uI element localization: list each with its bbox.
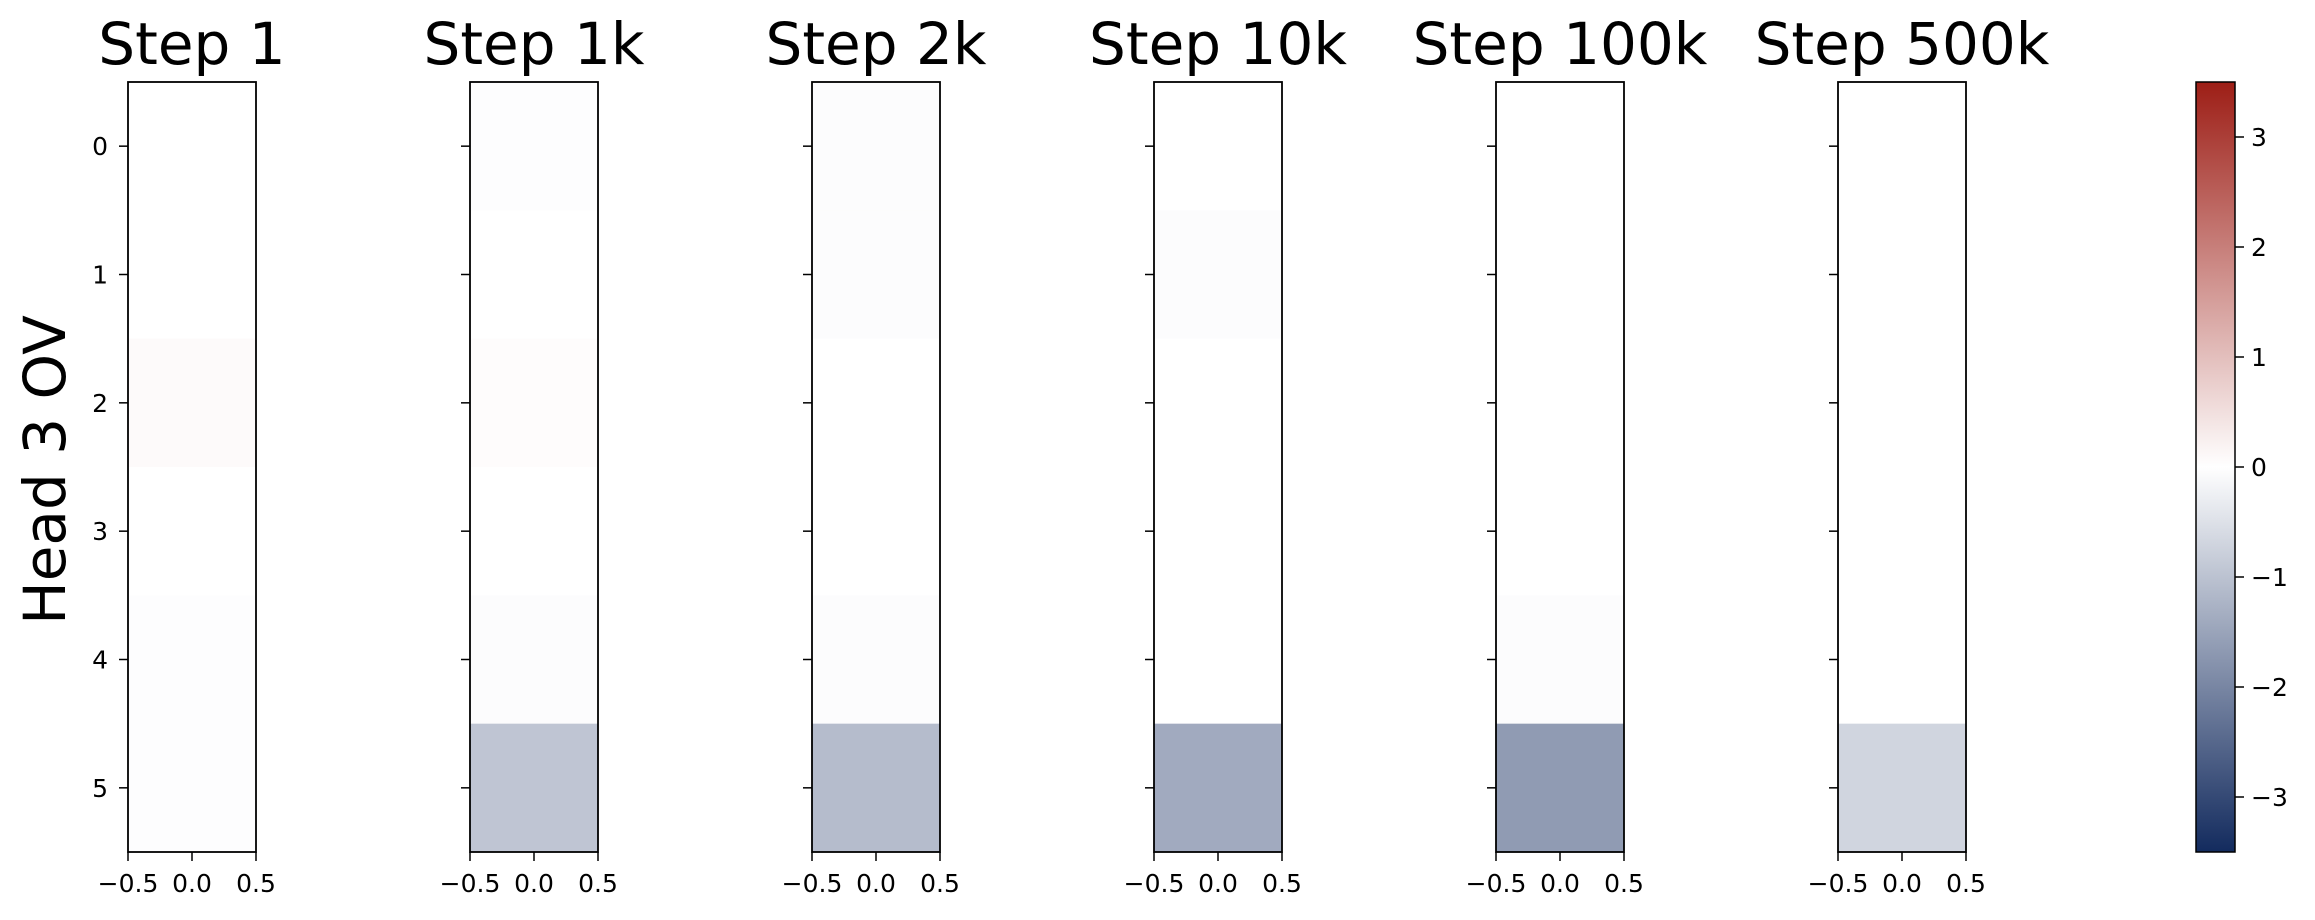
colorbar-tick-label: −1 bbox=[2251, 563, 2288, 592]
x-tick-label: −0.5 bbox=[98, 869, 159, 898]
y-tick-label: 1 bbox=[92, 261, 108, 290]
x-tick-label: 0.0 bbox=[856, 869, 896, 898]
panel-3: Step 2k −0.5 0.0 0.5 bbox=[766, 10, 987, 898]
heatmap-cell bbox=[1496, 210, 1624, 340]
row-label: Head 3 OV bbox=[11, 315, 79, 625]
colorbar: 3 2 1 0 −1 −2 −3 bbox=[2195, 81, 2288, 853]
heatmap-cell bbox=[1838, 467, 1966, 596]
heatmap-cell bbox=[1496, 338, 1624, 468]
x-tick-label: 0.5 bbox=[1946, 869, 1986, 898]
heatmap-cell bbox=[128, 210, 256, 340]
panel-title: Step 500k bbox=[1755, 10, 2050, 78]
heatmap-cell bbox=[470, 82, 598, 211]
x-tick-label: 0.5 bbox=[920, 869, 960, 898]
panel-2: Step 1k −0.5 0.0 0.5 bbox=[424, 10, 645, 898]
panel-title: Step 1k bbox=[424, 10, 645, 78]
heatmap-cell bbox=[470, 210, 598, 340]
panel-4: Step 10k −0.5 0.0 0.5 bbox=[1089, 10, 1347, 898]
panel-5: Step 100k −0.5 0.0 0.5 bbox=[1413, 10, 1708, 898]
y-tick-label: 4 bbox=[92, 646, 108, 675]
heatmap-cell bbox=[128, 723, 256, 853]
heatmap-cell bbox=[1838, 723, 1966, 853]
x-tick-label: 0.0 bbox=[172, 869, 212, 898]
y-tick-label: 2 bbox=[92, 389, 108, 418]
panel-1: Step 1 0 1 2 3 4 5 −0.5 0.0 0.5 bbox=[92, 10, 286, 898]
heatmap-cell bbox=[1496, 467, 1624, 596]
heatmap-cell bbox=[128, 82, 256, 211]
colorbar-tick-label: −3 bbox=[2251, 783, 2288, 812]
heatmap-cell bbox=[1154, 210, 1282, 340]
x-tick-label: −0.5 bbox=[1124, 869, 1185, 898]
colorbar-tick-label: 1 bbox=[2251, 343, 2267, 372]
panel-title: Step 100k bbox=[1413, 10, 1708, 78]
heatmap-cell bbox=[470, 338, 598, 468]
heatmap-cell bbox=[1154, 595, 1282, 725]
heatmap-cell bbox=[470, 723, 598, 853]
heatmap-cell bbox=[1496, 595, 1624, 725]
panel-title: Step 2k bbox=[766, 10, 987, 78]
x-tick-label: 0.5 bbox=[1604, 869, 1644, 898]
colorbar-gradient bbox=[2195, 81, 2236, 853]
heatmap-cell bbox=[812, 338, 940, 468]
x-tick-label: 0.0 bbox=[1198, 869, 1238, 898]
heatmap-cell bbox=[128, 595, 256, 725]
heatmap-cell bbox=[812, 210, 940, 340]
y-tick-label: 5 bbox=[92, 774, 108, 803]
colorbar-ticks: 3 2 1 0 −1 −2 −3 bbox=[2235, 123, 2288, 812]
heatmap-cell bbox=[128, 338, 256, 468]
x-tick-label: 0.5 bbox=[578, 869, 618, 898]
heatmap-cell bbox=[1154, 723, 1282, 853]
x-tick-label: −0.5 bbox=[1466, 869, 1527, 898]
y-tick-label: 0 bbox=[92, 132, 108, 161]
colorbar-tick-label: 0 bbox=[2251, 453, 2267, 482]
heatmap-cell bbox=[1838, 338, 1966, 468]
heatmap-cell bbox=[128, 467, 256, 596]
x-tick-label: −0.5 bbox=[782, 869, 843, 898]
x-tick-label: 0.5 bbox=[1262, 869, 1302, 898]
x-tick-label: 0.0 bbox=[1882, 869, 1922, 898]
y-tick-label: 3 bbox=[92, 517, 108, 546]
panel-title: Step 10k bbox=[1089, 10, 1347, 78]
panel-title: Step 1 bbox=[98, 10, 285, 78]
x-tick-label: −0.5 bbox=[440, 869, 501, 898]
x-tick-label: 0.0 bbox=[1540, 869, 1580, 898]
heatmap-cell bbox=[812, 82, 940, 211]
heatmap-cell bbox=[1496, 82, 1624, 211]
heatmap-cell bbox=[1838, 595, 1966, 725]
heatmap-cell bbox=[1496, 723, 1624, 853]
x-tick-label: 0.0 bbox=[514, 869, 554, 898]
heatmap-cell bbox=[1838, 82, 1966, 211]
heatmap-cell bbox=[470, 595, 598, 725]
heatmap-cell bbox=[1838, 210, 1966, 340]
colorbar-tick-label: 3 bbox=[2251, 123, 2267, 152]
colorbar-tick-label: −2 bbox=[2251, 673, 2288, 702]
heatmap-cell bbox=[812, 467, 940, 596]
panel-6: Step 500k −0.5 0.0 0.5 bbox=[1755, 10, 2050, 898]
heatmap-cell bbox=[470, 467, 598, 596]
heatmap-cell bbox=[1154, 82, 1282, 211]
heatmap-cell bbox=[812, 723, 940, 853]
colorbar-tick-label: 2 bbox=[2251, 233, 2267, 262]
x-tick-label: −0.5 bbox=[1808, 869, 1869, 898]
heatmap-cell bbox=[1154, 467, 1282, 596]
heatmap-cell bbox=[1154, 338, 1282, 468]
x-tick-label: 0.5 bbox=[236, 869, 276, 898]
heatmap-cell bbox=[812, 595, 940, 725]
